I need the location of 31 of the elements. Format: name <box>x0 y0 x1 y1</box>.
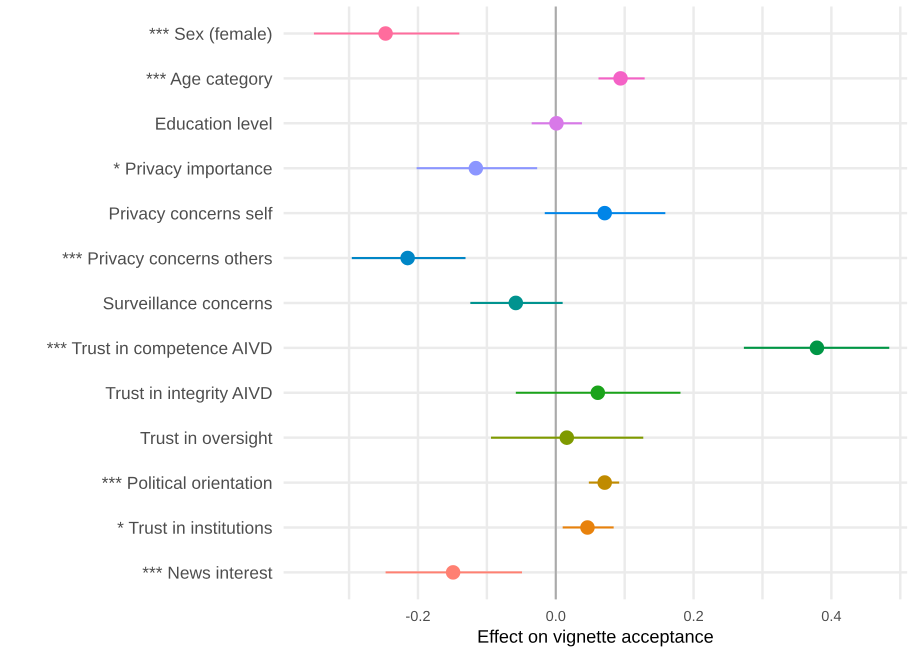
y-tick-label: Trust in integrity AIVD <box>106 386 272 403</box>
x-axis-title: Effect on vignette acceptance <box>478 630 713 646</box>
x-tick-label: 0.2 <box>684 610 703 622</box>
x-tick-label: 0.4 <box>822 610 842 622</box>
point <box>378 26 393 41</box>
point <box>580 520 595 535</box>
point <box>549 116 564 131</box>
y-tick-label: * Trust in institutions <box>117 521 272 534</box>
point <box>468 160 484 176</box>
y-tick-label: Privacy concerns self <box>110 206 273 224</box>
y-tick-label: *** Political orientation <box>102 476 272 490</box>
y-tick-label: *** Privacy concerns others <box>62 252 272 268</box>
y-tick-label: *** Age category <box>146 72 272 88</box>
point <box>810 340 824 356</box>
point <box>560 430 574 445</box>
y-tick-label: *** Sex (female) <box>149 27 272 44</box>
x-tick-label: 0.0 <box>546 610 566 622</box>
point <box>597 206 612 220</box>
point <box>400 250 415 266</box>
x-tick-label: -0.2 <box>406 610 430 622</box>
point <box>597 475 612 490</box>
y-tick-label: Trust in oversight <box>140 431 272 448</box>
point <box>590 385 606 400</box>
y-tick-label: Surveillance concerns <box>103 296 272 310</box>
y-tick-label: *** Trust in competence AIVD <box>46 342 272 358</box>
point <box>446 565 460 580</box>
point <box>613 71 628 86</box>
y-tick-label: *** News interest <box>142 566 272 579</box>
y-tick-label: * Privacy importance <box>114 162 272 178</box>
y-tick-label: Education level <box>156 117 272 130</box>
point <box>508 296 524 310</box>
